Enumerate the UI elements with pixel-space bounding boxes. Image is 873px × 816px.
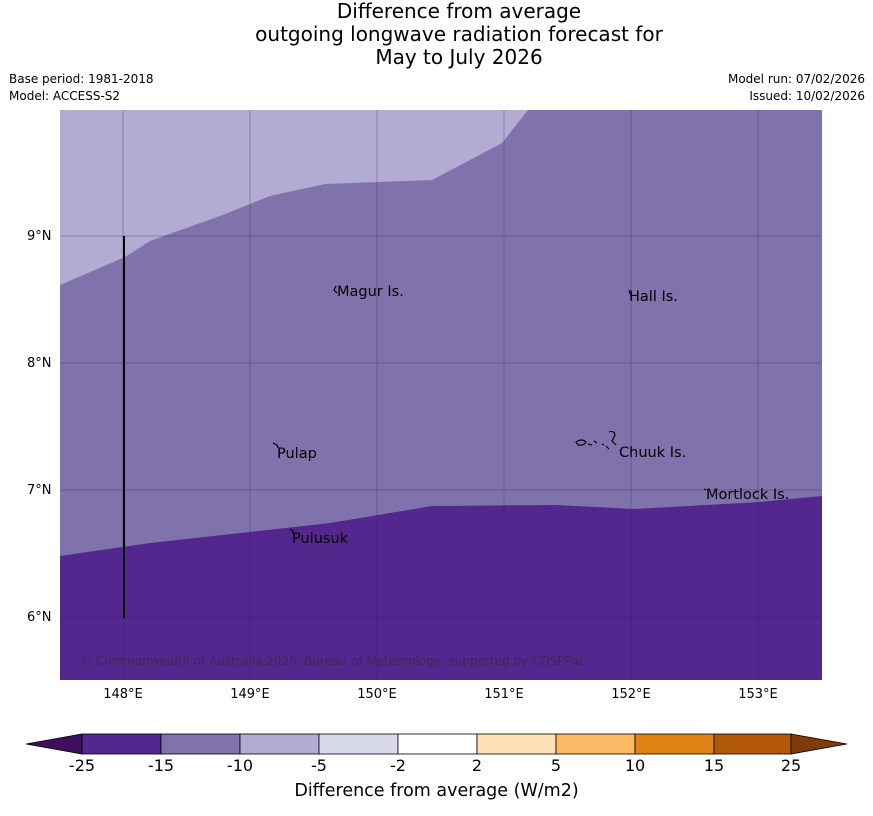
colorbar-tick: 15	[703, 756, 725, 775]
colorbar-arrow-low	[25, 733, 83, 755]
colorbar-tick: -2	[390, 756, 406, 775]
colorbar-tick: -5	[311, 756, 327, 775]
colorbar-segment-10-15	[634, 733, 715, 755]
title-line-1: Difference from average	[336, 0, 582, 23]
colorbar-segment-minus10-minus5	[239, 733, 320, 755]
colorbar-segment-2-5	[476, 733, 557, 755]
place-label-chuuk: Chuuk Is.	[619, 445, 687, 461]
colorbar-segment-minus2-2	[397, 733, 478, 755]
map-panel[interactable]	[60, 110, 822, 680]
meta-right: Model run: 07/02/2026 Issued: 10/02/2026	[728, 71, 865, 105]
lon-label-150e: 150°E	[357, 687, 397, 702]
place-label-hall: Hall Is.	[629, 289, 678, 305]
colorbar-segment-minus15-minus10	[160, 733, 241, 755]
copyright-notice: © Commonwealth of Australia 2026, Bureau…	[80, 654, 586, 668]
lat-label-7n: 7°N	[27, 483, 52, 498]
place-label-pulap: Pulap	[277, 446, 317, 462]
colorbar-tick: 2	[471, 756, 483, 775]
lat-label-6n: 6°N	[27, 610, 52, 625]
colorbar-segment-minus25-minus15	[81, 733, 162, 755]
colorbar-segment-15-25	[713, 733, 792, 755]
pulusuk-island-shape	[289, 528, 294, 534]
mortlock-island-shape	[703, 488, 707, 491]
colorbar-tick: 5	[550, 756, 562, 775]
map-svg	[60, 110, 822, 680]
hall-island-shape	[628, 289, 631, 295]
colorbar-arrow-high	[790, 733, 848, 755]
colorbar-tick: 10	[624, 756, 646, 775]
lat-label-8n: 8°N	[27, 356, 52, 371]
colorbar-segment-minus5-minus2	[318, 733, 399, 755]
model-name: Model: ACCESS-S2	[9, 89, 121, 103]
colorbar-tick: -25	[68, 756, 96, 775]
colorbar	[25, 733, 848, 755]
lon-label-149e: 149°E	[230, 687, 270, 702]
lon-label-151e: 151°E	[484, 687, 524, 702]
island-outlines	[272, 285, 707, 534]
lat-label-9n: 9°N	[27, 229, 52, 244]
region-minus10-minus15	[60, 110, 822, 556]
colorbar-segment-5-10	[555, 733, 636, 755]
issued-date: Issued: 10/02/2026	[749, 89, 865, 103]
place-label-magur: Magur Is.	[337, 284, 404, 300]
map-title: Difference from average outgoing longwav…	[0, 0, 873, 69]
model-run: Model run: 07/02/2026	[727, 72, 865, 86]
region-minus5-minus10	[60, 110, 528, 285]
lon-label-148e: 148°E	[103, 687, 143, 702]
colorbar-tick: -15	[147, 756, 175, 775]
meta-left: Base period: 1981-2018 Model: ACCESS-S2	[9, 71, 154, 105]
lon-label-152e: 152°E	[611, 687, 651, 702]
chuuk-lagoon-shape	[575, 430, 617, 450]
title-line-3: May to July 2026	[375, 45, 543, 69]
magur-island-shape	[333, 285, 338, 294]
lon-label-153e: 153°E	[738, 687, 778, 702]
pulap-island-shape	[272, 442, 279, 449]
place-label-pulusuk: Pulusuk	[292, 531, 349, 547]
title-line-2: outgoing longwave radiation forecast for	[255, 22, 663, 46]
colorbar-tick: 25	[780, 756, 802, 775]
base-period: Base period: 1981-2018	[9, 72, 154, 86]
place-label-mortlock: Mortlock Is.	[706, 487, 790, 503]
colorbar-title: Difference from average (W/m2)	[294, 781, 579, 801]
colorbar-tick: -10	[226, 756, 254, 775]
